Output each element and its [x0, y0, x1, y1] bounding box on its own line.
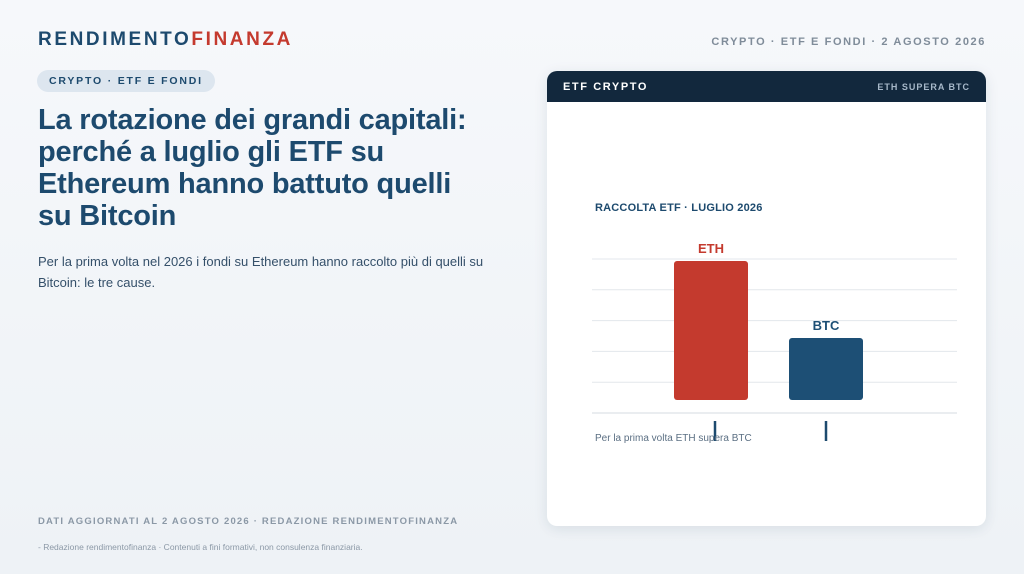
bar-eth: [674, 261, 748, 400]
chart-title: RACCOLTA ETF · LUGLIO 2026: [595, 202, 763, 214]
brand-logo-part2: FINANZA: [191, 29, 293, 50]
bar-chart: ETH BTC Per la prima volta ETH supera BTC: [592, 241, 957, 444]
brand-logo-part1: RENDIMENTO: [38, 29, 192, 50]
bar-label-btc: BTC: [813, 318, 840, 333]
bar-btc: [789, 338, 863, 400]
article-headline: La rotazione dei grandi capitali: perché…: [38, 104, 467, 232]
footer-meta: DATI AGGIORNATI AL 2 AGOSTO 2026 · REDAZ…: [38, 516, 459, 527]
chart-card: ETF CRYPTO ETH SUPERA BTC RACCOLTA ETF ·…: [547, 71, 986, 526]
chart-card-title: ETF CRYPTO: [563, 80, 649, 93]
chart-card-tag: ETH SUPERA BTC: [877, 81, 970, 92]
article-lede: Per la prima volta nel 2026 i fondi su E…: [38, 254, 484, 290]
category-kicker[interactable]: CRYPTO · ETF E FONDI: [37, 70, 215, 92]
bar-label-eth: ETH: [698, 241, 724, 256]
disclaimer: - Redazione rendimentofinanza · Contenut…: [38, 542, 363, 552]
brand-logo[interactable]: RENDIMENTOFINANZA: [38, 29, 293, 51]
chart-annotation: Per la prima volta ETH supera BTC: [595, 433, 752, 444]
chart-card-header: ETF CRYPTO ETH SUPERA BTC: [547, 71, 986, 102]
header-meta: CRYPTO · ETF E FONDI · 2 AGOSTO 2026: [711, 36, 986, 48]
